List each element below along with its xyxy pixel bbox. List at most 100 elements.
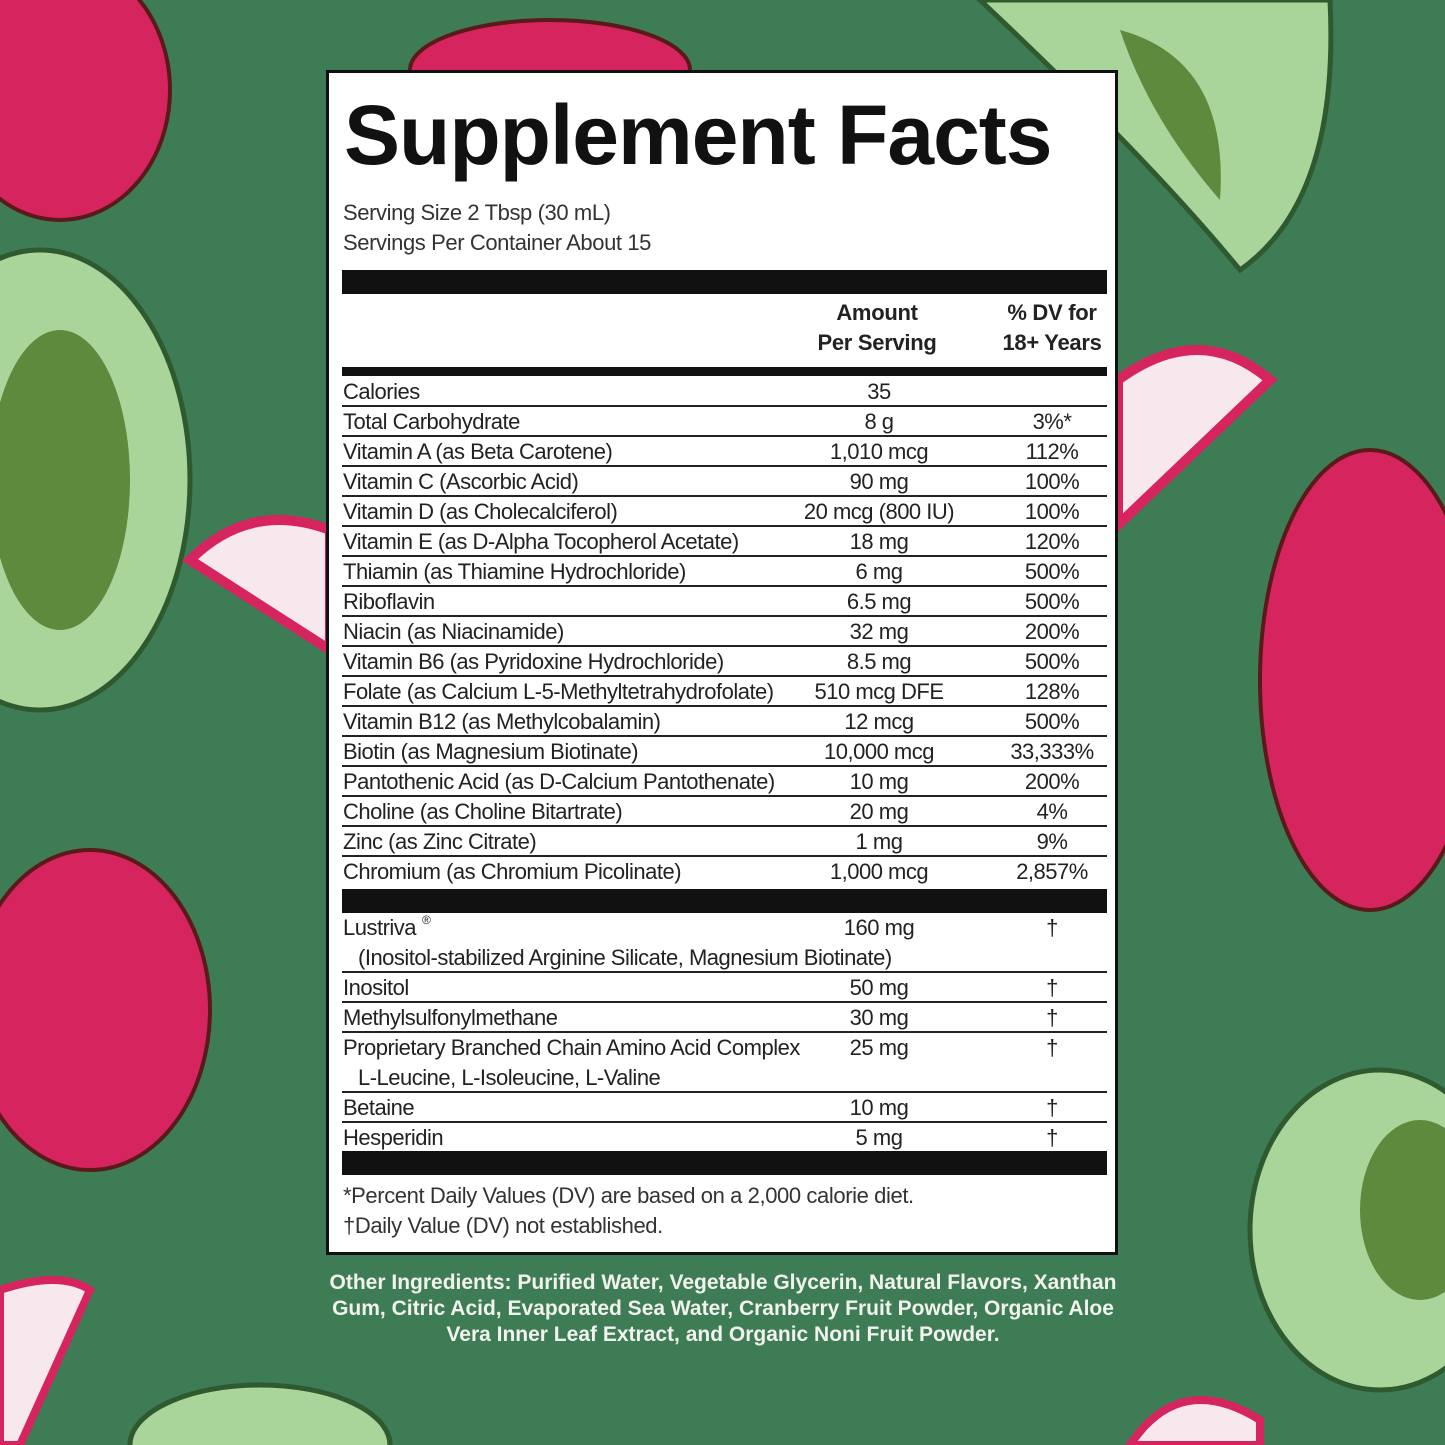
amount-per-serving: 10,000 mcg bbox=[824, 739, 934, 764]
amount-per-serving: 8.5 mg bbox=[846, 649, 912, 674]
nutrient-name: Vitamin B12 (as Methylcobalamin) bbox=[343, 709, 661, 734]
table-row: Inositol 50 mg † bbox=[342, 973, 1107, 1003]
nutrient-name: Lustriva bbox=[343, 915, 417, 940]
daily-value: 200% bbox=[1024, 769, 1080, 794]
dragon-fruit-icon bbox=[0, 848, 212, 1172]
daily-value: 128% bbox=[1024, 679, 1080, 704]
table-row: Total Carbohydrate 8 g 3%* bbox=[342, 407, 1107, 437]
amount-per-serving: 12 mcg bbox=[844, 709, 914, 734]
nutrient-name: Vitamin C (Ascorbic Acid) bbox=[343, 469, 579, 494]
footnote-dagger: †Daily Value (DV) not established. bbox=[343, 1213, 663, 1238]
nutrient-name: Betaine bbox=[343, 1095, 415, 1120]
daily-value: 500% bbox=[1024, 589, 1080, 614]
nutrient-name: Hesperidin bbox=[343, 1125, 444, 1150]
nutrient-name: Choline (as Choline Bitartrate) bbox=[343, 799, 623, 824]
daily-value: 9% bbox=[1036, 829, 1068, 854]
table-row: Calories 35 bbox=[342, 377, 1107, 407]
table-row: Vitamin B6 (as Pyridoxine Hydrochloride)… bbox=[342, 647, 1107, 677]
table-row: Zinc (as Zinc Citrate) 1 mg 9% bbox=[342, 827, 1107, 857]
nutrient-source: (Inositol-stabilized Arginine Silicate, … bbox=[358, 945, 892, 970]
amount-header: Amount Per Serving bbox=[802, 298, 952, 358]
amount-per-serving: 1 mg bbox=[855, 829, 903, 854]
thick-divider bbox=[342, 1151, 1107, 1175]
daily-value: 100% bbox=[1024, 499, 1080, 524]
table-row: Hesperidin 5 mg † bbox=[342, 1123, 1107, 1153]
daily-value: † bbox=[1046, 1095, 1058, 1120]
dv-header-line1: % DV for bbox=[1007, 300, 1097, 325]
thick-divider bbox=[342, 889, 1107, 913]
daily-value: 112% bbox=[1025, 439, 1079, 464]
registered-mark: ® bbox=[422, 913, 431, 927]
table-row: Pantothenic Acid (as D-Calcium Pantothen… bbox=[342, 767, 1107, 797]
table-row: Choline (as Choline Bitartrate) 20 mg 4% bbox=[342, 797, 1107, 827]
nutrient-name: Vitamin D (as Cholecalciferol) bbox=[343, 499, 618, 524]
amount-per-serving: 18 mg bbox=[849, 529, 909, 554]
table-row: Riboflavin 6.5 mg 500% bbox=[342, 587, 1107, 617]
dv-header: % DV for 18+ Years bbox=[982, 298, 1122, 358]
daily-value: 100% bbox=[1024, 469, 1080, 494]
dragon-fruit-icon bbox=[1258, 448, 1445, 912]
medium-divider bbox=[342, 367, 1107, 376]
daily-value: 120% bbox=[1024, 529, 1080, 554]
dragon-fruit-icon bbox=[0, 0, 172, 222]
dv-header-line2: 18+ Years bbox=[1002, 330, 1102, 355]
thick-divider bbox=[342, 270, 1107, 294]
table-row: Proprietary Branched Chain Amino Acid Co… bbox=[342, 1033, 1107, 1093]
daily-value: 33,333% bbox=[1010, 739, 1094, 764]
nutrient-name: Riboflavin bbox=[343, 589, 435, 614]
table-row: Thiamin (as Thiamine Hydrochloride) 6 mg 5… bbox=[342, 557, 1107, 587]
daily-value: † bbox=[1046, 1035, 1058, 1060]
nutrient-name: Biotin (as Magnesium Biotinate) bbox=[343, 739, 639, 764]
dragon-fruit-slice-icon bbox=[1125, 1396, 1264, 1445]
amount-per-serving: 30 mg bbox=[849, 1005, 909, 1030]
dragon-fruit-slice-icon bbox=[1113, 345, 1278, 537]
table-row: Chromium (as Chromium Picolinate) 1,000 m… bbox=[342, 857, 1107, 887]
daily-value: 500% bbox=[1024, 649, 1080, 674]
nutrient-name: Folate (as Calcium L-5-Methyltetrahydrof… bbox=[343, 679, 774, 704]
nutrient-name: Proprietary Branched Chain Amino Acid Co… bbox=[343, 1035, 800, 1060]
nutrient-source: L-Leucine, L-Isoleucine, L-Valine bbox=[358, 1065, 661, 1090]
amount-per-serving: 35 bbox=[867, 379, 891, 404]
avocado-slice-icon bbox=[1247, 1067, 1445, 1393]
amount-header-line1: Amount bbox=[836, 300, 918, 325]
supplement-facts-panel: Supplement Facts Serving Size 2 Tbsp (30… bbox=[326, 70, 1118, 1255]
daily-value: 500% bbox=[1024, 709, 1080, 734]
table-row: Vitamin E (as D-Alpha Tocopherol Acetate… bbox=[342, 527, 1107, 557]
amount-per-serving: 5 mg bbox=[855, 1125, 903, 1150]
avocado-slice-icon bbox=[127, 1382, 393, 1445]
table-row: Folate (as Calcium L-5-Methyltetrahydrof… bbox=[342, 677, 1107, 707]
amount-per-serving: 160 mg bbox=[843, 915, 915, 940]
amount-per-serving: 50 mg bbox=[849, 975, 909, 1000]
label-title: Supplement Facts bbox=[344, 88, 1052, 182]
nutrient-name: Zinc (as Zinc Citrate) bbox=[343, 829, 537, 854]
nutrient-name: Inositol bbox=[343, 975, 409, 1000]
table-row: Vitamin C (Ascorbic Acid) 90 mg 100% bbox=[342, 467, 1107, 497]
amount-per-serving: 32 mg bbox=[849, 619, 909, 644]
amount-per-serving: 10 mg bbox=[849, 769, 909, 794]
nutrient-name: Vitamin E (as D-Alpha Tocopherol Acetate… bbox=[343, 529, 739, 554]
amount-header-line2: Per Serving bbox=[817, 330, 937, 355]
amount-per-serving: 510 mcg DFE bbox=[814, 679, 945, 704]
avocado-slice-icon bbox=[0, 247, 193, 713]
amount-per-serving: 90 mg bbox=[849, 469, 909, 494]
table-row: Biotin (as Magnesium Biotinate) 10,000 mc… bbox=[342, 737, 1107, 767]
nutrient-name: Vitamin A (as Beta Carotene) bbox=[343, 439, 613, 464]
table-row: Betaine 10 mg † bbox=[342, 1093, 1107, 1123]
table-row: Methylsulfonylmethane 30 mg † bbox=[342, 1003, 1107, 1033]
daily-value: † bbox=[1046, 1005, 1058, 1030]
dragon-fruit-slice-icon bbox=[182, 515, 335, 660]
daily-value: 2,857% bbox=[1016, 859, 1088, 884]
daily-value: † bbox=[1046, 975, 1058, 1000]
nutrient-name: Niacin (as Niacinamide) bbox=[343, 619, 564, 644]
table-row: Vitamin D (as Cholecalciferol) 20 mcg (80… bbox=[342, 497, 1107, 527]
table-row: Vitamin A (as Beta Carotene) 1,010 mcg 112… bbox=[342, 437, 1107, 467]
daily-value: 500% bbox=[1024, 559, 1080, 584]
nutrient-table: Calories 35 Total Carbohydrate 8 g 3%* Vitami… bbox=[342, 377, 1107, 887]
other-ingredients: Other Ingredients: Purified Water, Veget… bbox=[329, 1271, 1117, 1346]
nutrient-name: Chromium (as Chromium Picolinate) bbox=[343, 859, 682, 884]
serving-size: Serving Size 2 Tbsp (30 mL) bbox=[343, 200, 611, 225]
daily-value: † bbox=[1046, 1125, 1058, 1150]
nutrient-name: Methylsulfonylmethane bbox=[343, 1005, 558, 1030]
amount-per-serving: 10 mg bbox=[849, 1095, 909, 1120]
amount-per-serving: 20 mg bbox=[849, 799, 909, 824]
